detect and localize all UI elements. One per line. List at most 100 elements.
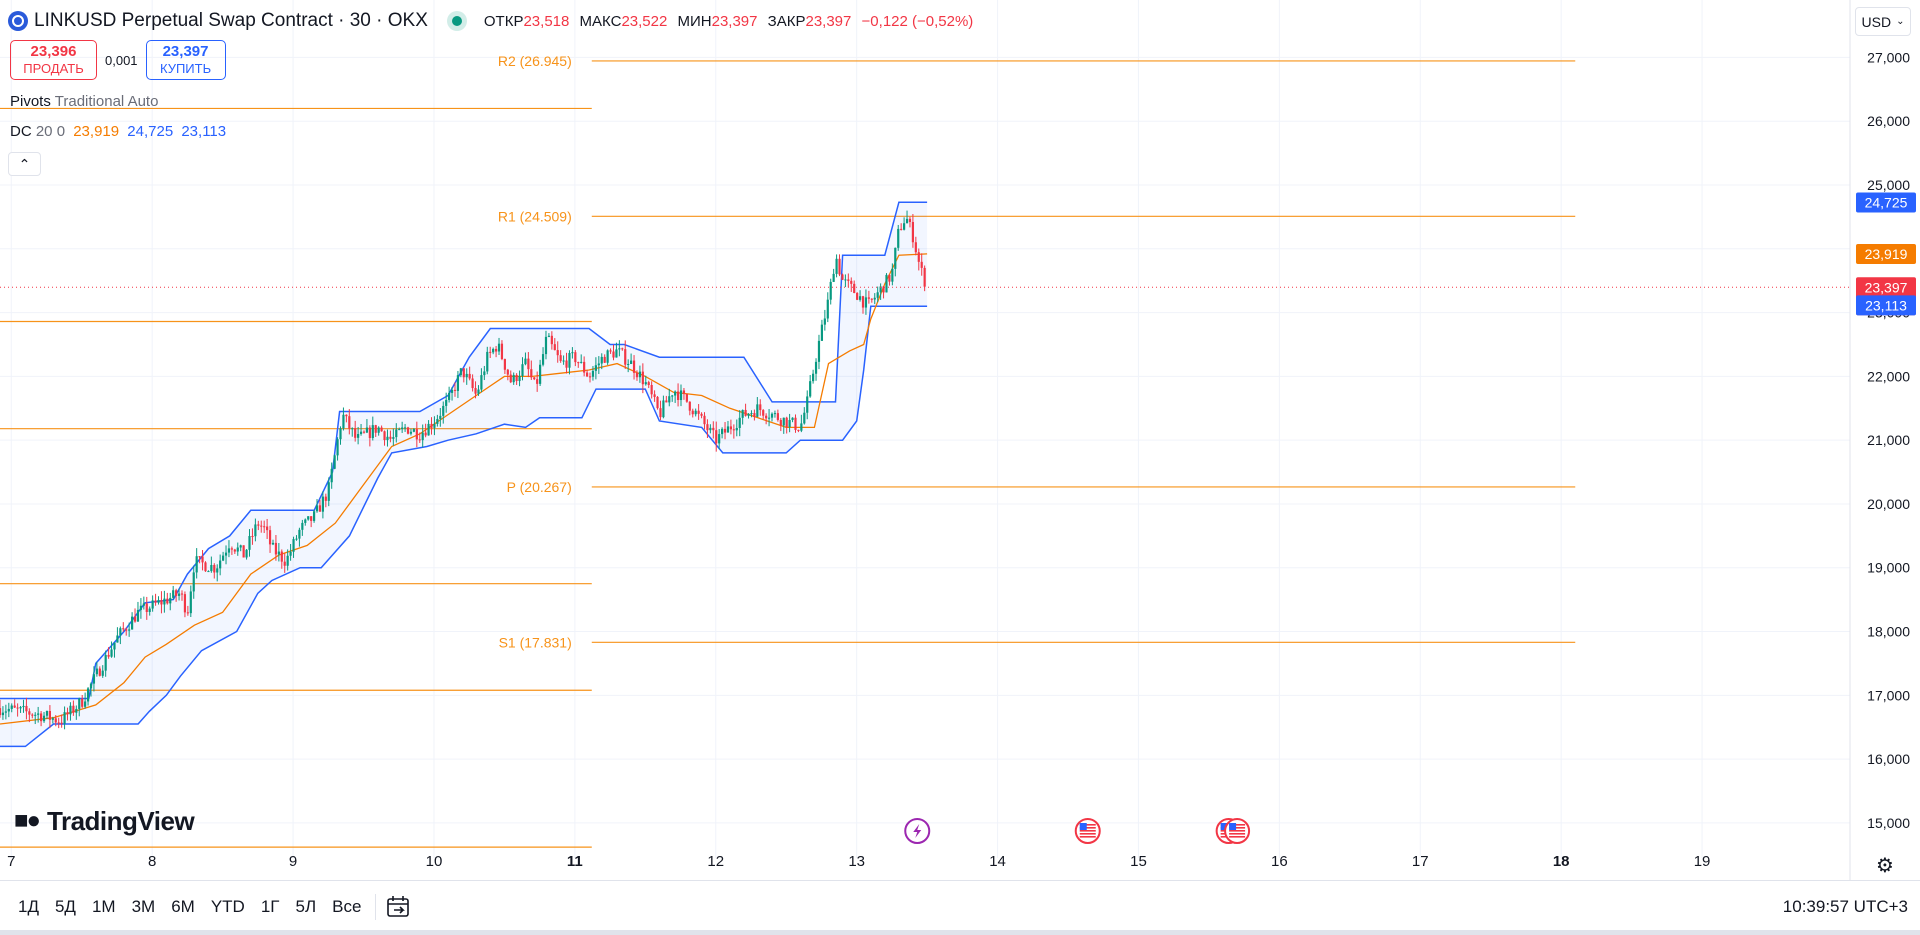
range-1d[interactable]: 1Д [18,896,39,916]
candle-107 [312,509,316,523]
flag-stripe [1229,824,1246,826]
candle-181 [530,360,533,380]
candle-273 [800,414,803,433]
range-1m[interactable]: 1М [91,896,116,916]
tradingview-logo[interactable]: ■● TradingView [14,806,195,836]
candle-68 [198,555,201,564]
candle-body [779,419,782,426]
panel-splitter[interactable] [0,930,1920,935]
price-chart[interactable]: R2 (26.945) R1 (24.509) P (20.267) S1 (17.8… [0,0,1920,880]
candle-body [42,715,46,722]
y-tick-label-10: 25,000 [1867,177,1910,193]
candle-34 [98,666,101,677]
range-5d[interactable]: 5Д [54,896,76,916]
candle-54 [157,596,160,605]
candle-body [638,371,642,378]
candle-294 [861,295,865,314]
range-5y[interactable]: 5Л [295,896,317,916]
candle-body [732,429,735,431]
candle-body [647,382,650,385]
candle-289 [847,273,850,288]
sell-button[interactable]: 23,396 ПРОДАТЬ [10,40,97,80]
range-3m[interactable]: 3М [131,896,156,916]
close-label: ЗАКР [767,12,806,30]
collapse-legend-button[interactable]: ⌃ [8,152,41,176]
candle-body [307,516,310,520]
candle-body [177,593,181,596]
candle-body [89,683,93,689]
flag-stripe [1229,830,1246,832]
candle-body [465,373,468,378]
calendar-goto-icon[interactable] [386,895,412,919]
x-tick-label-9: 16 [1271,853,1288,870]
candle-body [703,415,706,425]
candle-109 [318,499,322,512]
candle-body [169,597,172,604]
candle-137 [401,421,404,433]
candle-body [544,336,548,355]
candle-13 [37,706,40,723]
candle-281 [823,309,826,331]
candle-28 [81,695,84,709]
candle-body [500,343,504,360]
clock-time[interactable]: 10:39:57 UTC+3 [1782,896,1908,916]
candle-body [744,409,747,416]
candle-305 [894,247,897,277]
chart-header: LINKUSD Perpetual Swap Contract · 30 · O… [8,9,979,33]
candle-body [195,556,198,573]
dc-legend[interactable]: DC 20 0 23,919 24,725 23,113 [10,123,226,140]
pivots-legend[interactable]: Pivots Traditional Auto [10,93,158,110]
candle-body [301,522,304,530]
candle-body [374,425,377,433]
candle-body [145,603,148,613]
close-value: 23,397 [805,12,852,30]
candle-body [914,242,917,253]
candle-101 [295,535,298,541]
candle-body [260,525,263,527]
candle-body [318,505,322,512]
candle-190 [556,341,559,363]
candle-223 [653,390,656,402]
candle-body [571,352,574,354]
candle-43 [125,627,128,636]
range-ytd[interactable]: YTD [210,896,245,916]
range-6m[interactable]: 6М [171,896,195,916]
candle-2 [4,704,7,720]
candle-145 [424,423,427,438]
x-tick-label-5: 12 [707,853,724,870]
candle-133 [389,430,392,443]
symbol-title[interactable]: LINKUSD Perpetual Swap Contract · 30 · O… [34,10,428,31]
candle-body [900,228,903,230]
candle-50 [145,596,148,620]
currency-select[interactable]: USD ⌄ [1855,7,1911,36]
candle-246 [721,427,724,439]
candle-287 [841,273,844,281]
candle-248 [726,420,730,433]
candle-271 [794,414,797,433]
candle-body [286,555,289,566]
range-all[interactable]: Все [332,896,362,916]
candle-body [192,572,195,592]
gear-icon[interactable]: ⚙ [1876,855,1894,877]
candle-290 [850,277,853,292]
candle-52 [151,595,154,612]
candle-body [791,417,794,420]
candle-56 [163,590,166,613]
candle-body [888,274,891,282]
buy-button[interactable]: 23,397 КУПИТЬ [145,40,226,80]
candle-139 [406,426,410,435]
candle-201 [588,372,592,383]
candle-body [923,267,926,287]
candle-body [682,390,686,394]
flag-stripe [1229,833,1246,835]
range-1y[interactable]: 1Г [260,896,280,916]
candle-body [624,349,627,365]
candle-159 [465,368,468,385]
buy-price: 23,397 [162,43,209,60]
candle-body [809,381,812,397]
candle-163 [477,385,480,396]
candle-body [747,413,750,416]
candle-234 [685,393,688,403]
candle-body [54,718,57,723]
candle-232 [679,384,683,407]
